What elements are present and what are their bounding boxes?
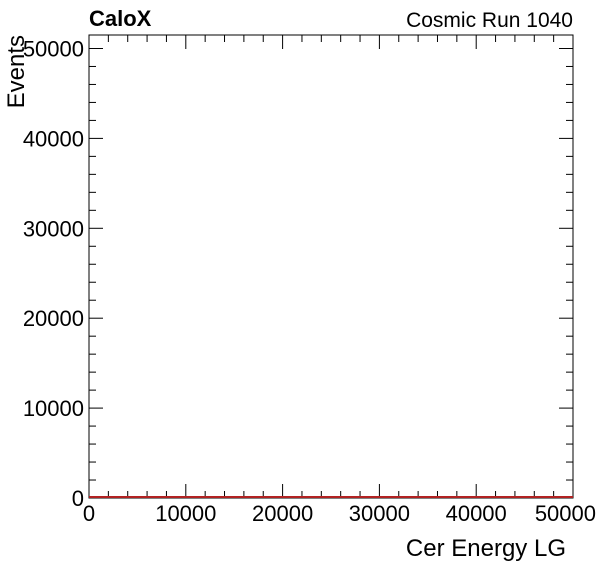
x-tick-label: 30000 xyxy=(349,501,410,526)
y-tick-label: 40000 xyxy=(23,126,84,151)
x-tick-label: 20000 xyxy=(252,501,313,526)
run-label: Cosmic Run 1040 xyxy=(406,9,573,32)
x-tick-label: 40000 xyxy=(446,501,507,526)
y-axis-title: Events xyxy=(3,35,30,108)
y-tick-label: 30000 xyxy=(23,216,84,241)
y-tick-label: 20000 xyxy=(23,306,84,331)
y-tick-label: 50000 xyxy=(23,36,84,61)
x-tick-label: 0 xyxy=(83,501,95,526)
x-tick-label: 10000 xyxy=(155,501,216,526)
x-tick-label: 50000 xyxy=(535,501,596,526)
experiment-label: CaloX xyxy=(89,6,152,31)
y-tick-label: 10000 xyxy=(23,396,84,421)
x-axis-title: Cer Energy LG xyxy=(406,535,566,562)
